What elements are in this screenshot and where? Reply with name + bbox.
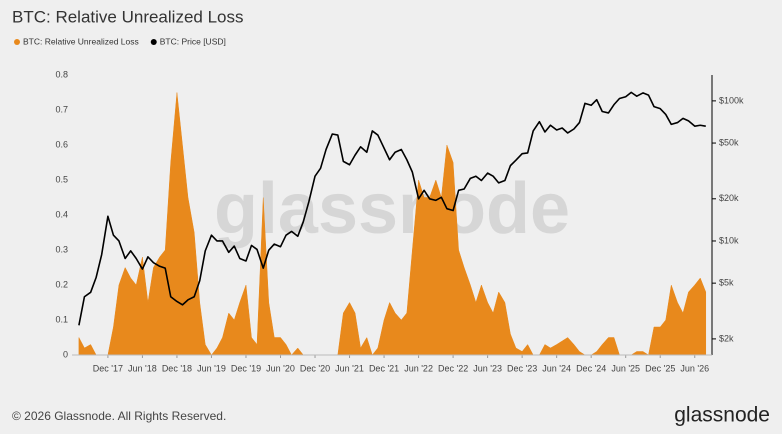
chart-title: BTC: Relative Unrealized Loss (12, 7, 243, 26)
x-tick-label: Dec '20 (300, 363, 330, 373)
legend-swatch (150, 39, 157, 45)
x-tick-label: Jun '19 (197, 363, 226, 373)
legend: BTC: Relative Unrealized Loss BTC: Price … (14, 36, 226, 46)
y2-tick-label: $50k (719, 137, 739, 147)
y-tick-label: 0.8 (55, 69, 68, 79)
watermark: glassnode (214, 169, 570, 249)
legend-label: BTC: Price [USD] (160, 36, 226, 46)
y-tick-label: 0.7 (55, 104, 68, 114)
x-tick-label: Dec '17 (93, 363, 123, 373)
x-tick-label: Dec '21 (369, 363, 399, 373)
y-tick-label: 0.1 (55, 314, 68, 324)
x-tick-label: Jun '24 (542, 363, 571, 373)
legend-label: BTC: Relative Unrealized Loss (23, 36, 139, 46)
x-tick-label: Jun '26 (680, 363, 709, 373)
x-tick-label: Dec '24 (576, 363, 606, 373)
y2-tick-label: $2k (719, 333, 734, 343)
y-tick-label: 0.3 (55, 244, 68, 254)
y2-tick-label: $10k (719, 235, 739, 245)
x-tick-label: Dec '25 (645, 363, 675, 373)
y-tick-label: 0.5 (55, 174, 68, 184)
y2-tick-label: $5k (719, 278, 734, 288)
x-tick-label: Jun '21 (335, 363, 364, 373)
loss-area (78, 92, 707, 356)
x-tick-label: Jun '20 (266, 363, 295, 373)
logo: glassnode (674, 404, 770, 427)
legend-swatch (14, 39, 20, 45)
y-tick-label: 0 (63, 349, 68, 359)
y2-tick-label: $20k (719, 193, 739, 203)
y-tick-label: 0.4 (55, 209, 68, 219)
x-tick-label: Jun '22 (404, 363, 433, 373)
x-tick-label: Jun '25 (611, 363, 640, 373)
x-tick-label: Dec '19 (231, 363, 261, 373)
copyright: © 2026 Glassnode. All Rights Reserved. (12, 409, 226, 423)
x-tick-label: Jun '18 (128, 363, 157, 373)
x-tick-label: Dec '23 (507, 363, 537, 373)
x-tick-label: Dec '22 (438, 363, 468, 373)
x-tick-label: Dec '18 (162, 363, 192, 373)
y-tick-label: 0.2 (55, 279, 68, 289)
y-tick-label: 0.6 (55, 139, 68, 149)
y2-tick-label: $100k (719, 95, 744, 105)
price-line (78, 91, 706, 326)
x-tick-label: Jun '23 (473, 363, 502, 373)
